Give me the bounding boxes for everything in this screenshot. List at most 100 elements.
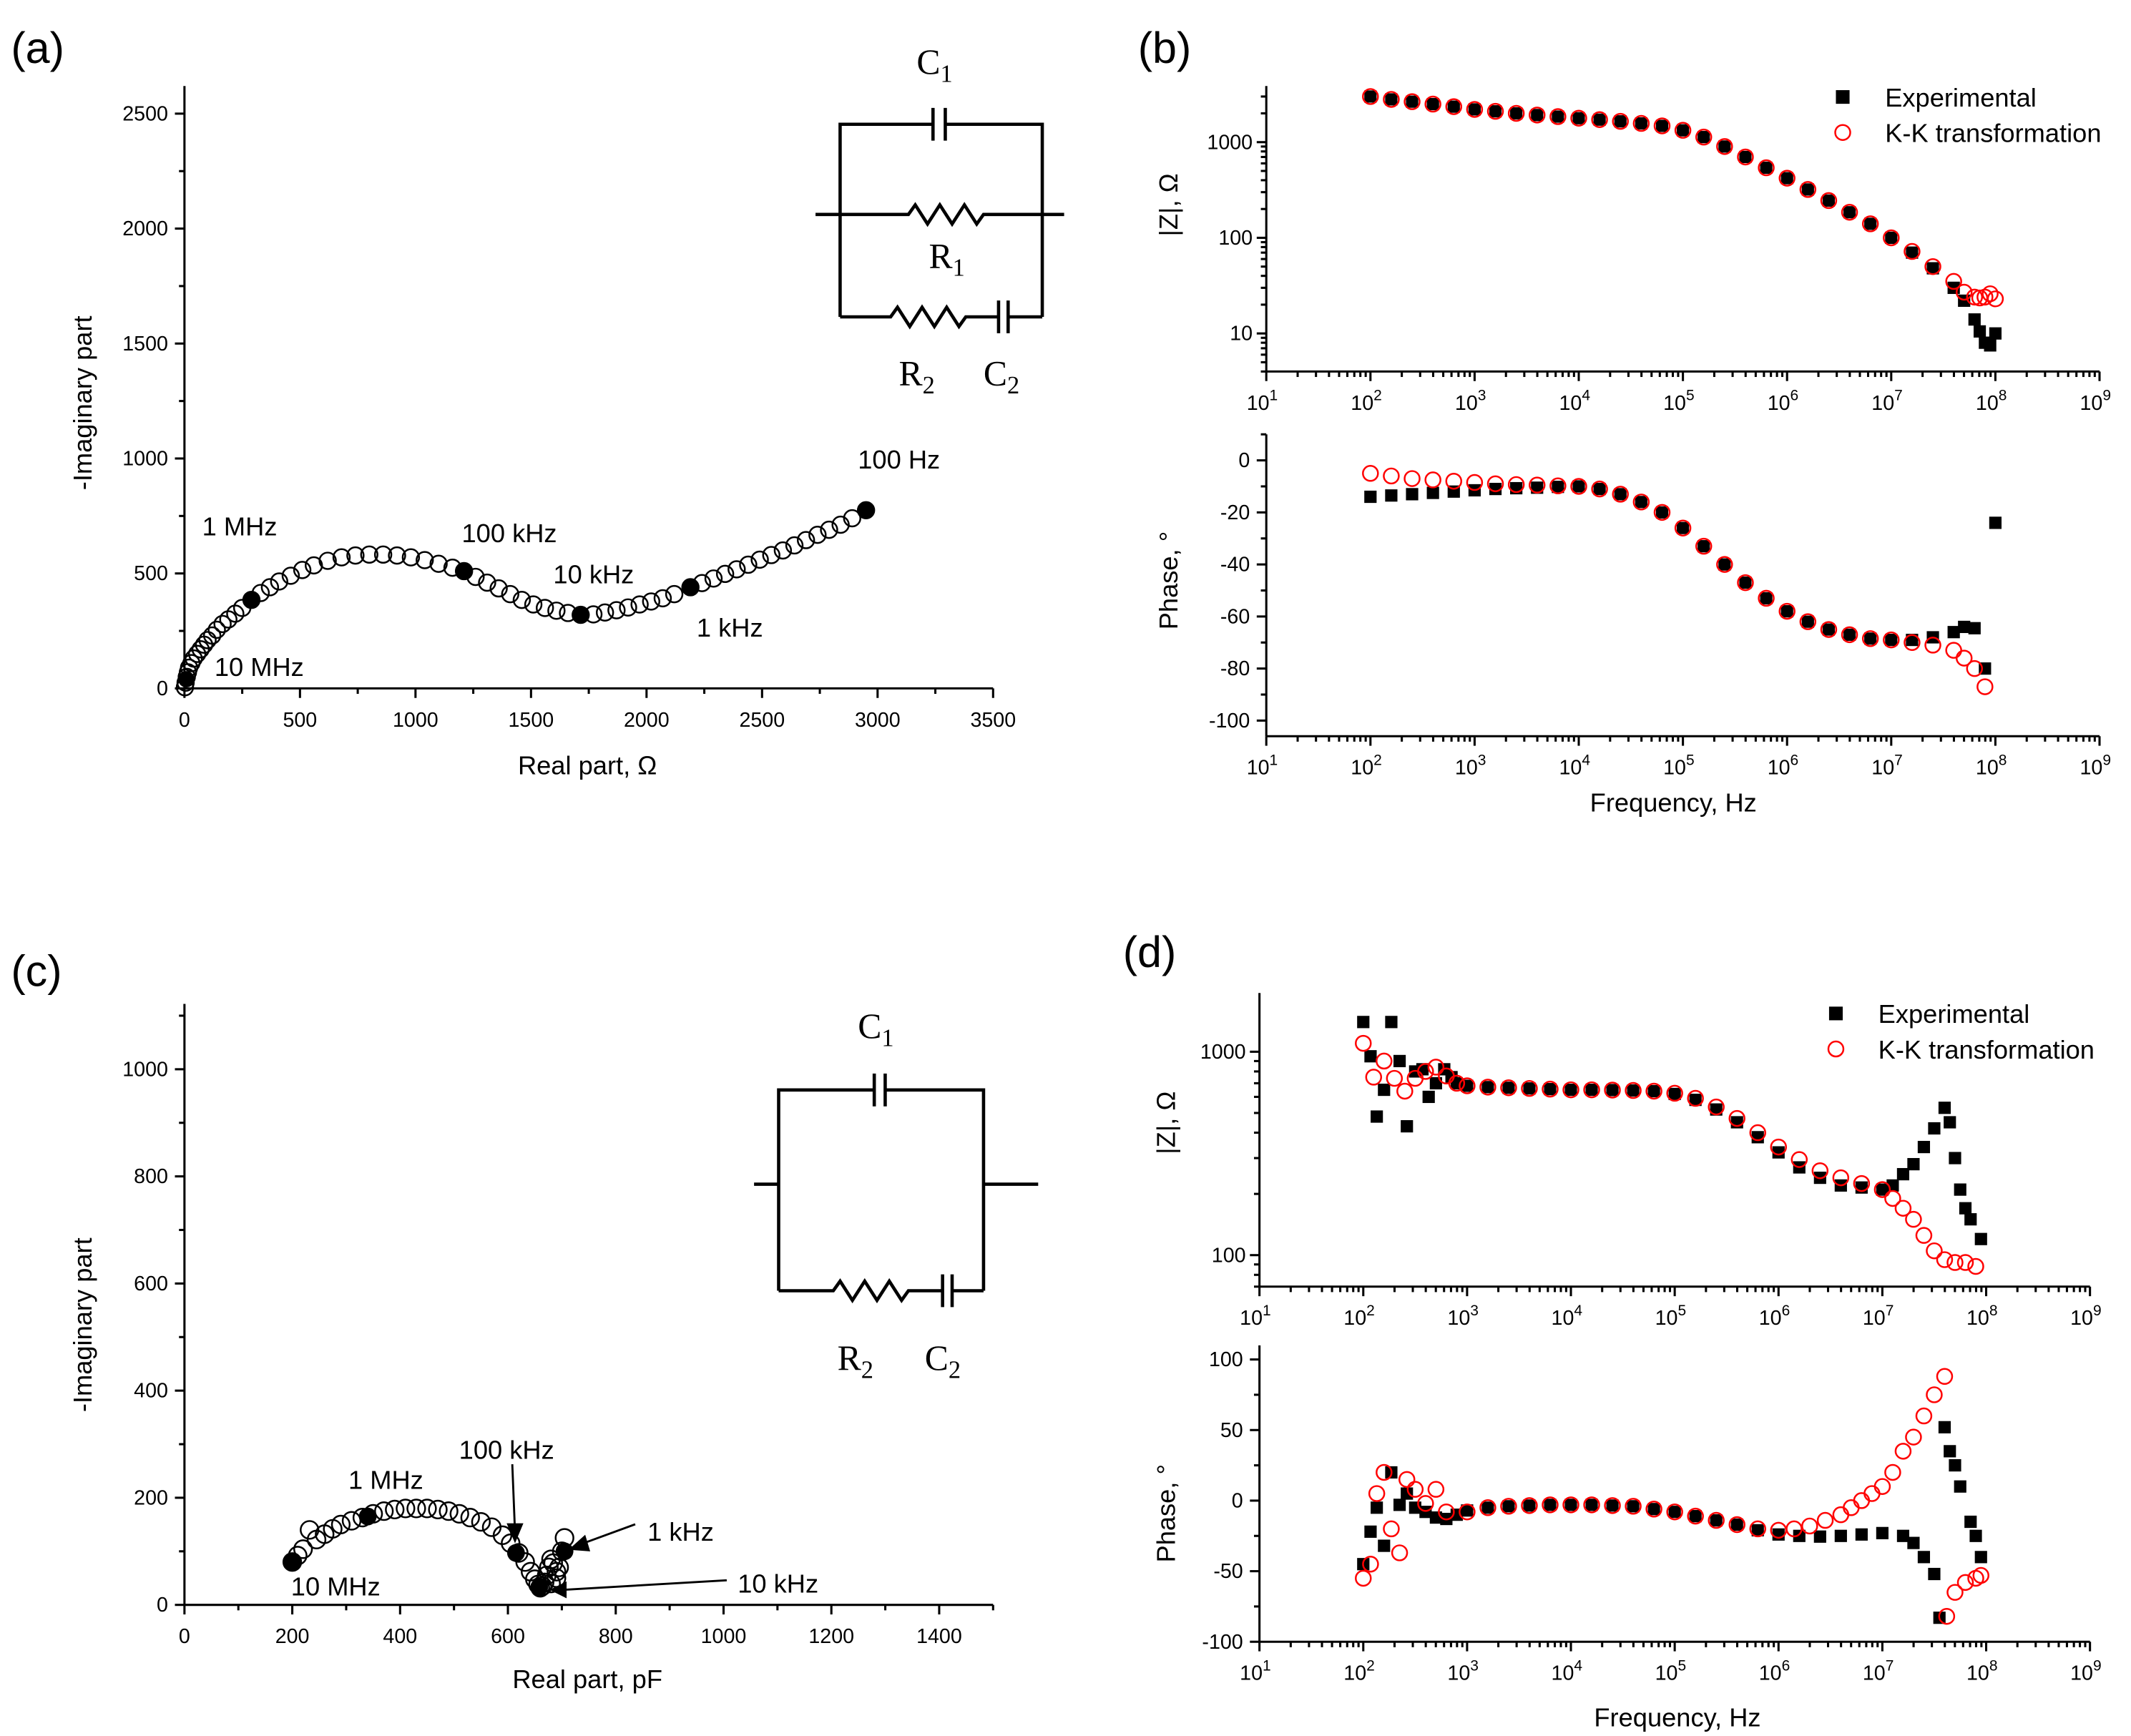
kk-point	[1466, 474, 1484, 491]
kk-point	[1966, 288, 1984, 306]
data-point	[396, 1499, 416, 1519]
kk-point	[1529, 107, 1546, 124]
kk-point	[1924, 637, 1941, 654]
tick-base: 10	[1240, 1307, 1263, 1330]
experimental-point	[1572, 112, 1585, 124]
tick-exponent: 2	[1373, 752, 1382, 768]
experimental-point	[1968, 313, 1981, 326]
experimental-point	[1614, 488, 1627, 501]
experimental-point	[1364, 1050, 1377, 1063]
tick-exponent: 1	[1263, 1303, 1271, 1319]
annotation-10khz-a: 10 kHz	[553, 559, 634, 589]
kk-point	[1853, 1175, 1871, 1192]
experimental-point	[1364, 1525, 1377, 1538]
y-tick-label: -100	[1209, 710, 1250, 732]
tick-exponent: 6	[1782, 1303, 1790, 1319]
tick-base: 10	[1343, 1307, 1366, 1330]
tick-exponent: 8	[1989, 1303, 1998, 1319]
kk-point	[1915, 1407, 1933, 1425]
kk-point	[1666, 1084, 1683, 1102]
kk-point	[1424, 471, 1441, 489]
y-tick-label: 1500	[122, 333, 168, 355]
data-point	[653, 589, 672, 608]
kk-point	[1737, 148, 1754, 166]
experimental-point	[1385, 93, 1398, 106]
y-tick-label: -60	[1220, 605, 1250, 628]
experimental-point	[1801, 183, 1814, 196]
data-point	[428, 1499, 448, 1520]
y-tick-label: -100	[1202, 1631, 1243, 1654]
kk-point	[1687, 1507, 1704, 1525]
data-point	[207, 620, 226, 639]
x-tick-label: 103	[1455, 752, 1486, 779]
experimental-point	[1772, 1528, 1785, 1541]
kk-point	[1790, 1151, 1808, 1168]
data-point	[191, 640, 210, 659]
data-point	[187, 644, 207, 663]
kk-point	[1376, 1463, 1393, 1481]
experimental-point	[1378, 1083, 1391, 1097]
tick-exponent: 3	[1478, 387, 1486, 403]
kk-point	[1956, 1574, 1974, 1592]
experimental-point	[1489, 483, 1502, 496]
legend-d: Experimental K-K transformation	[1827, 999, 2095, 1064]
experimental-point	[1635, 496, 1647, 509]
kk-point	[1728, 1109, 1745, 1127]
kk-point	[1716, 556, 1733, 573]
experimental-point	[1947, 626, 1960, 639]
kk-point	[1645, 1501, 1662, 1518]
tick-base: 10	[1552, 1662, 1574, 1685]
frequency-marker-point	[530, 1578, 549, 1597]
tick-exponent: 2	[1366, 1303, 1375, 1319]
arrowhead-100khz	[506, 1523, 524, 1544]
data-point	[293, 561, 312, 579]
x-tick-label: 1500	[508, 709, 554, 732]
data-point	[449, 1504, 469, 1524]
kk-point	[1945, 642, 1962, 659]
experimental-point	[1710, 1514, 1723, 1527]
kk-point	[1591, 480, 1608, 498]
experimental-point	[1896, 1167, 1910, 1181]
x-tick-label: 108	[1966, 1303, 1998, 1330]
kk-point	[1438, 1503, 1455, 1521]
kk-point	[1946, 1254, 1964, 1271]
data-point	[739, 555, 758, 574]
x-tick-label: 104	[1552, 1303, 1583, 1330]
x-tick-label: 105	[1663, 387, 1695, 414]
tick-exponent: 2	[1373, 387, 1382, 403]
data-point	[515, 1552, 535, 1572]
y-tick-label: 500	[134, 562, 168, 585]
frequency-marker-point	[682, 579, 699, 596]
x-tick-label: 105	[1655, 1303, 1687, 1330]
experimental-point	[1739, 150, 1752, 164]
tick-exponent: 2	[1366, 1657, 1375, 1674]
y-tick-label: 50	[1220, 1419, 1243, 1442]
kk-point	[1936, 1368, 1954, 1386]
frequency-marker-point	[283, 1553, 301, 1571]
kk-point	[1708, 1098, 1725, 1116]
x-axis-label-d: Frequency, Hz	[1594, 1703, 1760, 1732]
tick-base: 10	[1655, 1307, 1678, 1330]
data-point	[704, 569, 723, 588]
experimental-point	[1401, 1487, 1414, 1500]
data-point	[417, 1499, 437, 1519]
experimental-point	[1468, 103, 1481, 116]
x-tick-label: 102	[1343, 1657, 1375, 1684]
data-point	[843, 509, 861, 528]
y-tick-label: 600	[134, 1272, 168, 1295]
tick-exponent: 4	[1582, 752, 1590, 768]
data-point	[185, 649, 203, 668]
y-tick-label: 100	[1218, 227, 1253, 250]
kk-point	[1625, 1498, 1642, 1515]
experimental-point	[1760, 161, 1773, 175]
tick-base: 10	[1966, 1307, 1989, 1330]
kk-point	[1362, 88, 1379, 105]
experimental-point	[1793, 1529, 1806, 1542]
data-point	[305, 556, 323, 575]
kk-point	[1785, 1520, 1803, 1538]
data-point	[213, 614, 232, 634]
tick-exponent: 8	[1999, 387, 2007, 403]
experimental-point	[1954, 1480, 1966, 1493]
annotation-1mhz-c: 1 MHz	[348, 1465, 423, 1494]
